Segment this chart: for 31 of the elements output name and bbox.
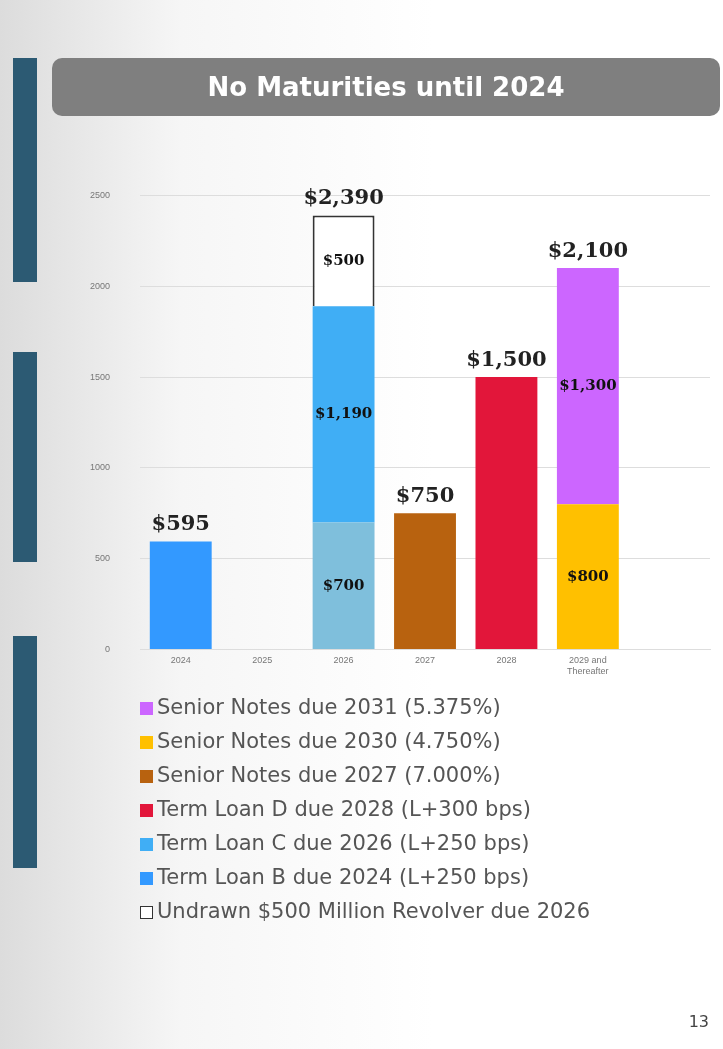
legend-label: Term Loan C due 2026 (L+250 bps)	[157, 831, 530, 855]
legend-label: Senior Notes due 2031 (5.375%)	[157, 695, 501, 719]
total-label: $750	[395, 482, 455, 508]
y-tick-label: 2500	[89, 189, 111, 200]
y-tick-label: 0	[105, 644, 111, 655]
legend-label: Undrawn $500 Million Revolver due 2026	[157, 899, 591, 923]
x-tick-label: 2025	[252, 655, 273, 666]
total-label: $2,100	[547, 237, 629, 263]
y-tick-label: 1500	[89, 371, 111, 382]
total-label: $1,500	[466, 346, 547, 372]
total-label: $2,390	[303, 184, 384, 210]
legend-label: Senior Notes due 2027 (7.000%)	[157, 763, 501, 787]
y-tick-label: 1000	[89, 462, 111, 473]
chart-title: No Maturities until 2024	[52, 58, 720, 116]
y-tick-label: 500	[94, 553, 111, 564]
x-tick-label: 2024	[170, 655, 191, 666]
data-label: $800	[566, 566, 609, 585]
legend-label: Term Loan B due 2024 (L+250 bps)	[157, 865, 530, 889]
legend-label: Term Loan D due 2028 (L+300 bps)	[157, 797, 531, 821]
total-label: $595	[151, 510, 210, 536]
data-label: $1,190	[314, 404, 373, 423]
text: 13	[688, 1012, 709, 1031]
x-tick-label: 2026	[333, 655, 354, 666]
data-label: $700	[322, 575, 365, 594]
x-tick-label: 2028	[496, 655, 517, 666]
data-label: $500	[322, 250, 365, 269]
y-tick-label: 2000	[89, 280, 111, 291]
x-tick-label: 2029 and Thereafter	[567, 655, 609, 677]
data-label: $1,300	[559, 376, 617, 395]
x-tick-label: 2027	[415, 655, 436, 666]
legend-label: Senior Notes due 2030 (4.750%)	[157, 729, 501, 753]
